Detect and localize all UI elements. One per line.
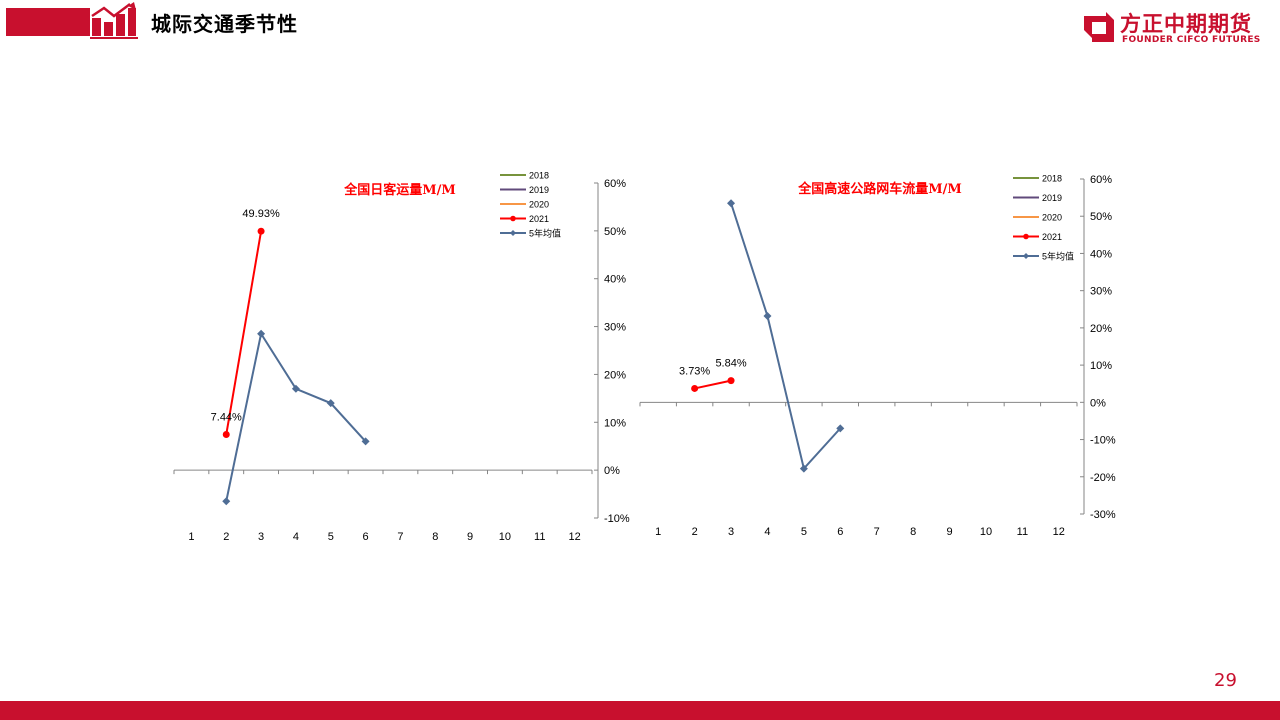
logo-english-name: FOUNDER CIFCO FUTURES — [1122, 35, 1261, 45]
y-tick-label: 0% — [604, 465, 620, 477]
x-tick-label: 4 — [293, 531, 299, 543]
data-point-5年均值 — [222, 497, 231, 506]
y-tick-label: 30% — [604, 322, 626, 334]
x-tick-label: 11 — [534, 531, 545, 543]
x-tick-label: 12 — [1053, 526, 1065, 538]
legend-entry: 2018 — [529, 171, 549, 181]
y-tick-label: 40% — [1090, 248, 1112, 260]
x-tick-label: 3 — [258, 531, 264, 543]
data-point-2021 — [257, 227, 265, 235]
chart-title: 全国高速公路网车流量M/M — [797, 181, 962, 197]
y-tick-label: 40% — [604, 274, 626, 286]
legend-entry: 5年均值 — [1042, 251, 1074, 262]
y-tick-label: 30% — [1090, 286, 1112, 298]
x-tick-label: 5 — [328, 531, 334, 543]
data-label: 49.93% — [242, 208, 280, 220]
x-tick-label: 10 — [980, 526, 992, 538]
x-tick-label: 5 — [801, 526, 807, 538]
logo-chinese-name: 方正中期期货 — [1120, 12, 1252, 36]
company-logo: 方正中期期货 FOUNDER CIFCO FUTURES — [1080, 8, 1260, 48]
x-tick-label: 4 — [764, 526, 770, 538]
y-tick-label: 60% — [1090, 174, 1112, 186]
y-tick-label: -10% — [604, 513, 630, 525]
bar-chart-growth-icon — [90, 2, 138, 39]
x-tick-label: 7 — [397, 531, 403, 543]
series-line-5年均值 — [225, 331, 367, 502]
x-tick-label: 8 — [432, 531, 438, 543]
x-tick-label: 2 — [223, 531, 229, 543]
chart-1: 全国日客运量M/M-10%0%10%20%30%40%50%60%1 2 3 4 5 6 7… — [173, 171, 630, 543]
x-tick-label: 9 — [946, 526, 952, 538]
x-tick-label: 9 — [467, 531, 473, 543]
y-tick-label: 50% — [604, 226, 626, 238]
charts-canvas: 全国日客运量M/M-10%0%10%20%30%40%50%60%1 2 3 4 5 6 7… — [173, 171, 1116, 543]
legend-entry: 2021 — [1042, 232, 1062, 242]
x-tick-label: 12 — [568, 531, 580, 543]
data-point-5年均值 — [361, 437, 370, 446]
y-tick-label: 20% — [1090, 323, 1112, 335]
chart-title: 全国日客运量M/M — [343, 182, 456, 198]
y-tick-label: -30% — [1090, 509, 1116, 521]
y-tick-label: 10% — [1090, 360, 1112, 372]
chart-2: 全国高速公路网车流量M/M -30% -20% -10% 0% 10% 20% 30% 40% 5… — [639, 174, 1116, 538]
page-title: 城际交通季节性 — [151, 12, 298, 36]
y-tick-label: 10% — [604, 417, 626, 429]
footer-bar — [0, 701, 1280, 720]
y-tick-label: -10% — [1090, 435, 1116, 447]
x-tick-label: 6 — [837, 526, 843, 538]
series-line-5年均值 — [730, 202, 842, 471]
x-tick-label: 10 — [499, 531, 511, 543]
legend-entry: 2020 — [1042, 213, 1062, 223]
legend-entry: 2019 — [529, 185, 549, 195]
x-tick-label: 3 — [728, 526, 734, 538]
legend-marker — [510, 230, 516, 236]
data-point-5年均值 — [799, 464, 808, 473]
legend-marker — [510, 215, 516, 222]
legend-entry: 2020 — [529, 200, 549, 210]
data-point-5年均值 — [291, 384, 300, 393]
header-accent-bar — [6, 8, 90, 36]
x-tick-label: 8 — [910, 526, 916, 538]
series-line-2021 — [225, 231, 263, 435]
data-point-5年均值 — [326, 399, 335, 408]
data-point-5年均值 — [257, 329, 266, 338]
x-tick-label: 2 — [692, 526, 698, 538]
y-tick-label: 0% — [1090, 397, 1106, 409]
x-tick-label: 6 — [363, 531, 369, 543]
data-point-5年均值 — [763, 311, 772, 320]
legend-entry: 2019 — [1042, 193, 1062, 203]
data-label: 5.84% — [715, 358, 746, 370]
x-tick-label: 1 — [188, 531, 194, 543]
logo-mark-icon — [1084, 12, 1114, 42]
page-number: 29 — [1214, 670, 1237, 691]
x-tick-label: 11 — [1017, 526, 1028, 538]
legend-marker — [1023, 253, 1029, 259]
x-tick-label: 7 — [874, 526, 880, 538]
data-point-5年均值 — [836, 424, 845, 433]
data-label: 7.44% — [211, 412, 242, 424]
data-label: 3.73% — [679, 365, 710, 377]
y-tick-label: 60% — [604, 178, 626, 190]
legend-marker — [1023, 233, 1029, 240]
y-tick-label: 20% — [604, 369, 626, 381]
legend-entry: 2018 — [1042, 174, 1062, 184]
legend-entry: 5年均值 — [529, 228, 561, 239]
data-point-2021 — [727, 377, 735, 385]
series-line-2021 — [694, 379, 732, 390]
legend-entry: 2021 — [529, 214, 549, 224]
data-point-5年均值 — [727, 199, 736, 208]
y-tick-label: -20% — [1090, 472, 1116, 484]
x-tick-label: 1 — [655, 526, 661, 538]
y-tick-label: 50% — [1090, 211, 1112, 223]
data-point-2021 — [691, 384, 699, 392]
data-point-2021 — [222, 431, 230, 439]
